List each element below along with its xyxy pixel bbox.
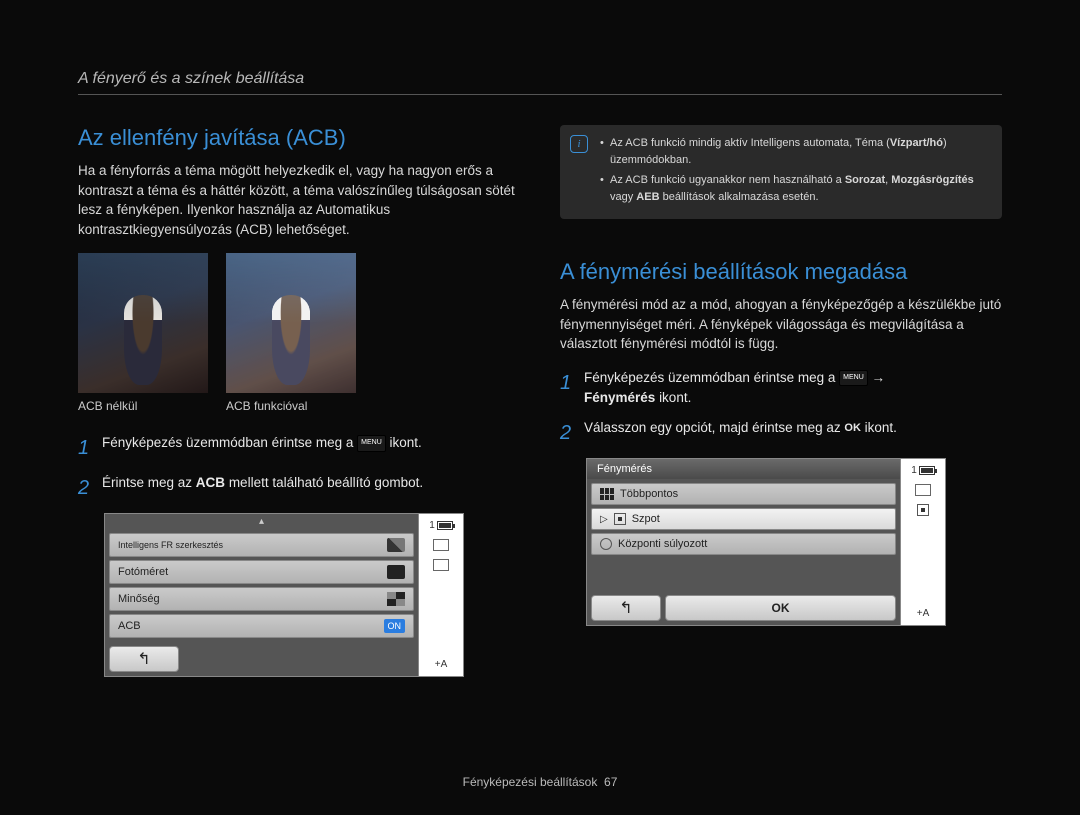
row-value-icon [387,565,405,579]
caption-acb-on: ACB funkcióval [226,399,356,413]
side-icon [433,559,449,571]
step-text: Fényképezés üzemmódban érintse meg a [102,435,357,450]
exposure-label: +A [435,659,448,670]
camera-row-label: Minőség [118,593,160,605]
photo-acb-on [226,253,356,393]
breadcrumb: A fényerő és a színek beállítása [78,70,1002,95]
back-arrow-icon: ↰ [619,598,632,618]
step-text: Fényképezés üzemmódban érintse meg a [584,370,839,385]
page-footer: Fényképezési beállítások 67 [0,775,1080,789]
battery-icon [437,521,453,530]
metering-label: Szpot [632,513,660,525]
camera-row-label: Fotóméret [118,566,168,578]
arrow-text: → [872,370,886,385]
step-text: ikont. [865,420,897,435]
back-arrow-icon: ↰ [137,649,150,669]
right-step-2: 2 Válasszon egy opciót, majd érintse meg… [560,418,1002,448]
metering-row-spot[interactable]: ▷ Szpot [591,508,896,530]
step-text-bold: ACB [196,475,225,490]
row-value-icon [387,538,405,552]
center-icon [600,538,612,550]
battery-icon [919,466,935,475]
step-text: ikont. [659,390,691,405]
step-text-bold: Fénymérés [584,390,655,405]
back-button[interactable]: ↰ [109,646,179,672]
ok-button[interactable]: OK [665,595,896,621]
left-step-2: 2 Érintse meg az ACB mellett található b… [78,473,520,503]
step-number: 1 [78,433,102,463]
ok-icon: OK [844,420,861,437]
row-value-icon [387,592,405,606]
camera-ui-title: Fénymérés [587,459,900,479]
multi-icon [600,488,614,500]
metering-row-multi[interactable]: Többpontos [591,483,896,505]
camera-row-quality[interactable]: Minőség [109,587,414,611]
camera-row-photosize[interactable]: Fotóméret [109,560,414,584]
status-counter: 1 [911,465,935,476]
acb-on-toggle[interactable]: ON [384,619,406,633]
camera-row-acb[interactable]: ACB ON [109,614,414,638]
step-number: 2 [560,418,584,448]
metering-row-center[interactable]: Központi súlyozott [591,533,896,555]
selected-chevron-icon: ▷ [600,514,608,525]
comparison-photos [78,253,520,393]
spot-icon [614,513,626,525]
camera-row-label: Intelligens FR szerkesztés [118,540,223,550]
right-paragraph: A fénymérési mód az a mód, ahogyan a fén… [560,295,1002,354]
step-number: 1 [560,368,584,398]
metering-label: Többpontos [620,488,678,500]
step-text: ikont. [390,435,422,450]
camera-ui-metering: Fénymérés Többpontos ▷ [586,458,946,626]
left-heading: Az ellenfény javítása (ACB) [78,125,520,151]
side-icon [915,484,931,496]
step-text: mellett található beállító gombot. [229,475,423,490]
camera-row-intelligent-fr[interactable]: Intelligens FR szerkesztés [109,533,414,557]
caption-acb-off: ACB nélkül [78,399,208,413]
menu-icon: MENU [839,370,868,387]
menu-icon: MENU [357,435,386,452]
side-icon [917,504,929,516]
camera-ui-acb: ▴ Intelligens FR szerkesztés Fotóméret [104,513,464,677]
note-line-2: Az ACB funkció ugyanakkor nem használhat… [600,172,990,205]
metering-label: Központi súlyozott [618,538,707,550]
right-step-1: 1 Fényképezés üzemmódban érintse meg a M… [560,368,1002,409]
left-column: Az ellenfény javítása (ACB) Ha a fényfor… [78,125,520,677]
side-icon [433,539,449,551]
step-text: Válasszon egy opciót, majd érintse meg a… [584,420,844,435]
note-line-1: Az ACB funkció mindig aktív Intelligens … [600,135,990,168]
left-paragraph: Ha a fényforrás a téma mögött helyezkedi… [78,161,520,239]
status-counter: 1 [429,520,453,531]
photo-acb-off [78,253,208,393]
chevron-up-icon: ▴ [105,514,418,529]
exposure-label: +A [917,608,930,619]
note-box: i Az ACB funkció mindig aktív Intelligen… [560,125,1002,219]
note-icon: i [570,135,588,153]
camera-row-label: ACB [118,620,141,632]
step-number: 2 [78,473,102,503]
left-step-1: 1 Fényképezés üzemmódban érintse meg a M… [78,433,520,463]
step-text: Érintse meg az [102,475,196,490]
right-column: i Az ACB funkció mindig aktív Intelligen… [560,125,1002,677]
right-heading: A fénymérési beállítások megadása [560,259,1002,285]
back-button[interactable]: ↰ [591,595,661,621]
